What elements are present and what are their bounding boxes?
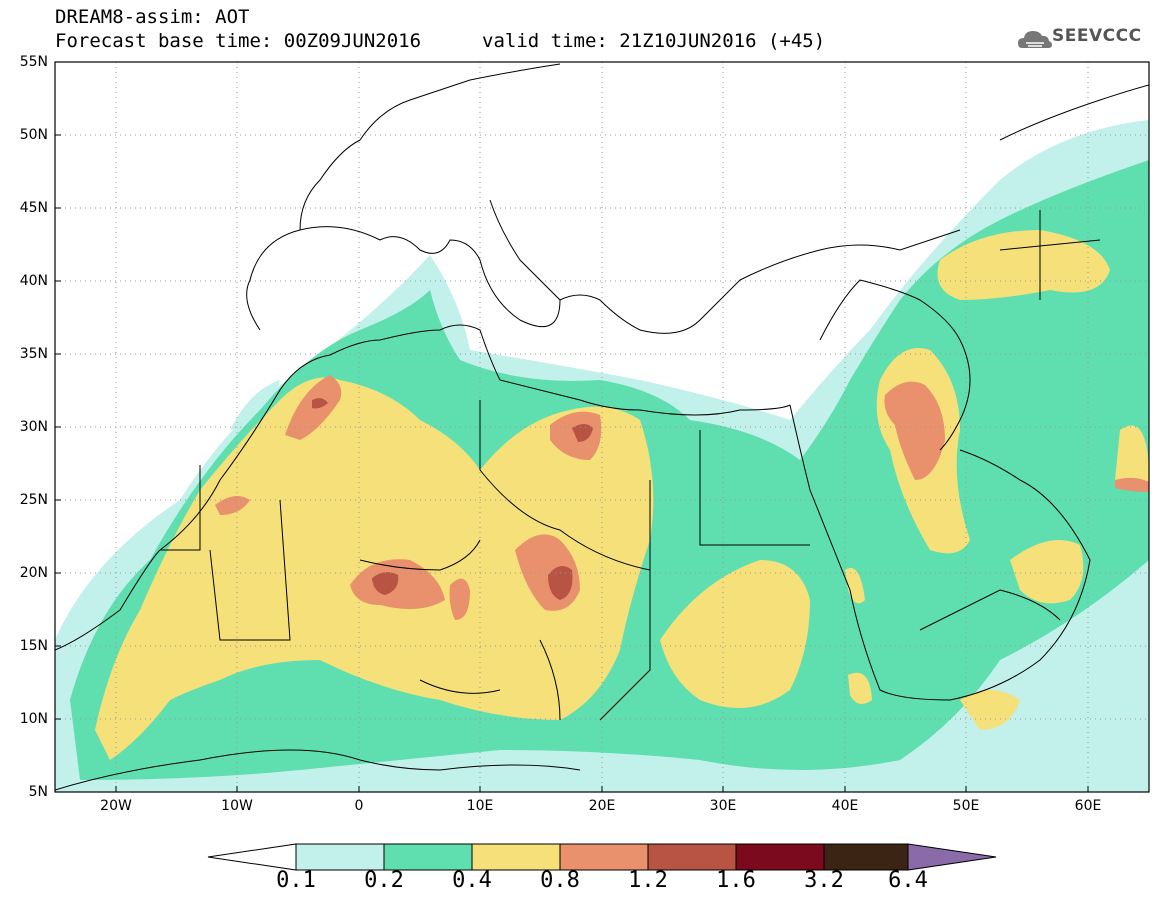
lat-label: 45N bbox=[19, 200, 48, 216]
colorbar-label: 0.8 bbox=[540, 868, 580, 893]
lat-label: 5N bbox=[28, 784, 48, 800]
lon-label: 30E bbox=[709, 798, 737, 814]
logo-text: SEEVCCC bbox=[1052, 26, 1142, 46]
colorbar-label: 6.4 bbox=[888, 868, 928, 893]
cloud-logo-icon bbox=[1018, 31, 1052, 48]
aot-field bbox=[55, 62, 1149, 792]
lon-label: 50E bbox=[952, 798, 980, 814]
coastlines bbox=[55, 63, 1149, 791]
colorbar-label: 1.6 bbox=[716, 868, 756, 893]
lon-label: 40E bbox=[831, 798, 859, 814]
map-title: DREAM8-assim: AOT bbox=[55, 6, 250, 28]
lon-label: 10E bbox=[466, 798, 494, 814]
valid-time-label: valid time: 21Z10JUN2016 (+45) bbox=[482, 30, 826, 52]
lat-label: 30N bbox=[19, 419, 48, 435]
lon-label: 20W bbox=[100, 798, 132, 814]
lon-label: 0 bbox=[354, 798, 364, 814]
lat-label: 40N bbox=[19, 273, 48, 289]
colorbar-label: 0.4 bbox=[452, 868, 492, 893]
lon-label: 10W bbox=[221, 798, 253, 814]
aot-level-1.2 bbox=[312, 398, 593, 600]
tick-marks bbox=[55, 61, 1089, 792]
lat-label: 20N bbox=[19, 565, 48, 581]
colorbar-label: 0.2 bbox=[364, 868, 404, 893]
lon-label: 20E bbox=[588, 798, 616, 814]
colorbar-label: 3.2 bbox=[804, 868, 844, 893]
lat-label: 55N bbox=[19, 54, 48, 70]
colorbar-label: 0.1 bbox=[276, 868, 316, 893]
lat-label: 35N bbox=[19, 346, 48, 362]
lat-label: 25N bbox=[19, 492, 48, 508]
lat-label: 15N bbox=[19, 638, 48, 654]
base-time-label: Forecast base time: 00Z09JUN2016 bbox=[55, 30, 422, 52]
lat-label: 50N bbox=[19, 127, 48, 143]
aot-level-0.8 bbox=[215, 375, 1149, 620]
lat-label: 10N bbox=[19, 711, 48, 727]
colorbar-label: 1.2 bbox=[628, 868, 668, 893]
lon-label: 60E bbox=[1074, 798, 1102, 814]
